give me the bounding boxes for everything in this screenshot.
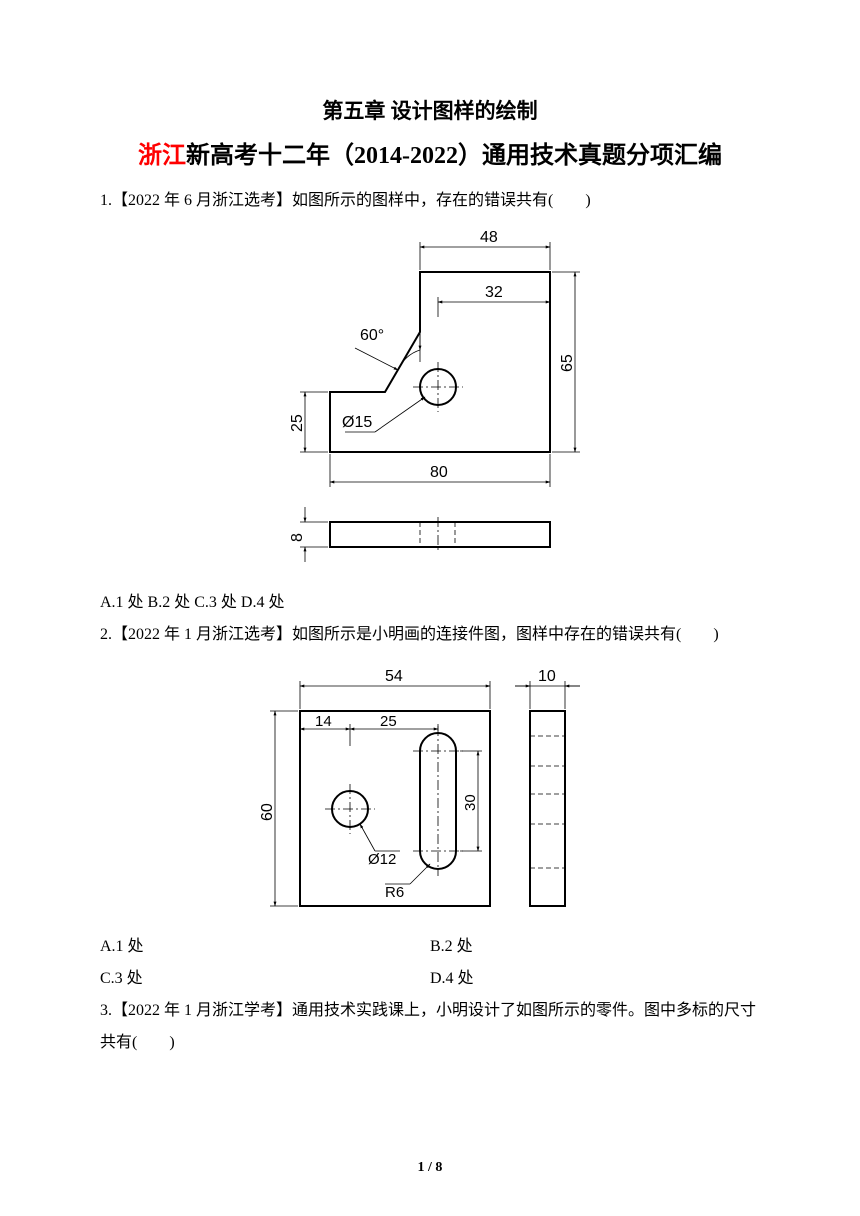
svg-text:Ø12: Ø12 — [368, 851, 396, 868]
q2-options: A.1 处 B.2 处 C.3 处 D.4 处 — [100, 931, 760, 995]
q2-opt-c: C.3 处 — [100, 963, 430, 995]
q2-opt-d: D.4 处 — [430, 963, 760, 995]
svg-text:30: 30 — [462, 794, 479, 811]
svg-text:Ø15: Ø15 — [342, 414, 372, 431]
svg-text:14: 14 — [315, 713, 332, 730]
svg-text:65: 65 — [559, 354, 576, 372]
subtitle-rest: 新高考十二年（2014-2022）通用技术真题分项汇编 — [186, 143, 722, 169]
q2-diagram: 54 10 14 25 60 30 Ø12 R6 — [100, 656, 760, 926]
svg-text:32: 32 — [485, 284, 503, 301]
q1-diagram: 48 32 60° 25 Ø15 80 65 8 — [100, 222, 760, 582]
chapter-title: 第五章 设计图样的绘制 — [100, 95, 760, 125]
svg-text:60°: 60° — [360, 327, 384, 344]
q2-opt-a: A.1 处 — [100, 931, 430, 963]
q3-stem: 3.【2022 年 1 月浙江学考】通用技术实践课上，小明设计了如图所示的零件。… — [100, 995, 760, 1059]
svg-text:48: 48 — [480, 229, 498, 246]
q1-options: A.1 处 B.2 处 C.3 处 D.4 处 — [100, 587, 760, 619]
q2-stem: 2.【2022 年 1 月浙江选考】如图所示是小明画的连接件图，图样中存在的错误… — [100, 619, 760, 651]
svg-text:54: 54 — [385, 668, 403, 685]
subtitle: 浙江新高考十二年（2014-2022）通用技术真题分项汇编 — [100, 135, 760, 170]
svg-text:60: 60 — [259, 803, 276, 821]
svg-text:25: 25 — [380, 713, 397, 730]
subtitle-red: 浙江 — [138, 143, 186, 169]
q1-stem: 1.【2022 年 6 月浙江选考】如图所示的图样中，存在的错误共有( ) — [100, 185, 760, 217]
svg-text:8: 8 — [289, 533, 306, 542]
q2-opt-b: B.2 处 — [430, 931, 760, 963]
svg-text:80: 80 — [430, 464, 448, 481]
svg-text:R6: R6 — [385, 884, 404, 901]
svg-text:25: 25 — [289, 414, 306, 432]
svg-text:10: 10 — [538, 668, 556, 685]
page-number: 1 / 8 — [0, 1160, 860, 1176]
